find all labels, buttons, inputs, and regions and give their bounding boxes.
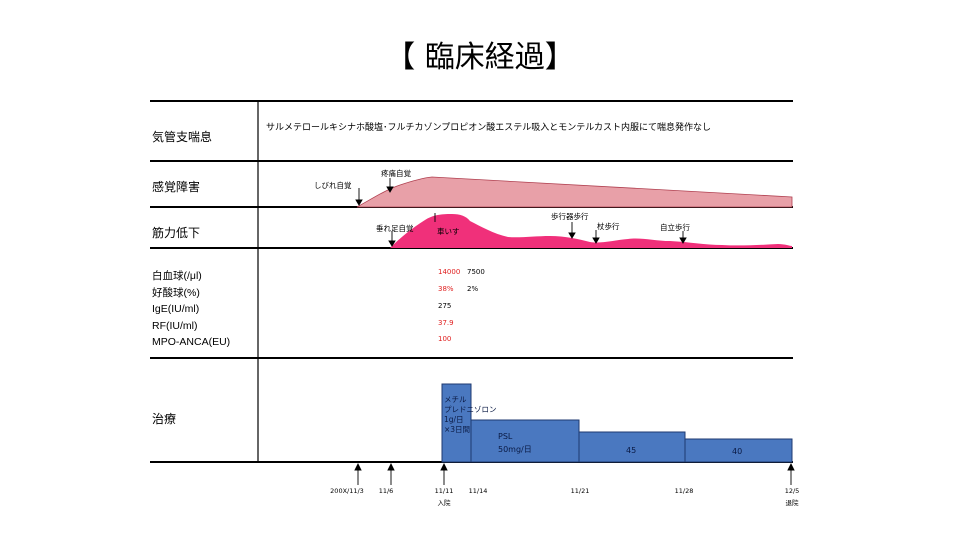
pulse-line-1: メチル (444, 395, 467, 404)
psl-50-bar (470, 419, 580, 463)
psl-dose: 50mg/日 (498, 445, 532, 454)
row-label-weakness: 筋力低下 (152, 226, 201, 240)
lab-label-eosinophil: 好酸球(%) (152, 286, 200, 299)
psl-45-bar (578, 431, 686, 463)
pain-arrowhead (386, 186, 394, 193)
lab-value-wbc-2: 7500 (467, 268, 485, 276)
timeline-label-1103: 200X/11/3 (330, 487, 364, 495)
timeline-label-1111: 11/11 (434, 487, 454, 495)
weakness-event-arrows (388, 213, 687, 247)
row-label-asthma: 気管支喘息 (152, 130, 213, 144)
numbness-arrowhead (355, 199, 363, 206)
psl-text: PSL 50mg/日 (498, 430, 532, 456)
lab-value-eosinophil-2: 2% (467, 285, 479, 293)
lab-value-eosinophil-1: 38% (438, 285, 454, 293)
numbness-label: しびれ自覚 (314, 181, 352, 190)
timeline-arrowhead-1106 (387, 462, 395, 471)
pulse-line-2: プレドニゾロン (444, 405, 497, 414)
page-title: 【 臨床経過】 (385, 40, 575, 75)
timeline-arrowhead-1103 (354, 462, 362, 471)
asthma-course-text: サルメテロールキシナホ酸塩･フルチカゾンプロピオン酸エステル吸入とモンテルカスト… (266, 123, 711, 133)
independent-label: 自立歩行 (660, 223, 690, 232)
lab-value-rf-1: 37.9 (438, 319, 454, 327)
timeline-label-1121: 11/21 (570, 487, 590, 495)
timeline-label-1128: 11/28 (674, 487, 694, 495)
sensory-disturbance-area (356, 176, 793, 208)
independent-arrowhead (679, 237, 687, 244)
pulse-line-3: 1g/日 (444, 415, 464, 424)
lab-label-ige: IgE(IU/ml) (152, 303, 200, 315)
drop-foot-arrowhead (388, 240, 396, 247)
dose-45-label: 45 (626, 446, 637, 455)
pulse-therapy-text: メチル プレドニゾロン 1g/日 ×3日間 (444, 395, 497, 435)
psl-label: PSL (498, 432, 513, 441)
wheelchair-label: 車いす (437, 227, 460, 236)
pain-label: 疼痛自覚 (381, 169, 411, 178)
walker-label: 歩行器歩行 (551, 212, 589, 221)
timeline-arrows (354, 462, 795, 485)
walker-arrowhead (568, 232, 576, 239)
dose-40-label: 40 (732, 447, 743, 456)
lab-label-mpo-anca: MPO-ANCA(EU) (152, 336, 231, 348)
lab-value-wbc-1: 14000 (438, 268, 461, 276)
lab-value-mpo-anca-1: 100 (438, 335, 452, 343)
timeline-arrowhead-1111 (440, 462, 448, 471)
psl-40-bar (684, 438, 793, 463)
timeline-label-1114: 11/14 (468, 487, 488, 495)
timeline-label-1106: 11/6 (378, 487, 394, 495)
timeline-label-1205: 12/5 (784, 487, 800, 495)
lab-label-wbc: 白血球(/μl) (152, 270, 202, 282)
timeline-arrowhead-1205 (787, 462, 795, 471)
cane-arrowhead (592, 237, 600, 244)
pulse-therapy-bar (441, 383, 472, 463)
pulse-line-4: ×3日間 (444, 425, 471, 434)
lab-value-ige-1: 275 (438, 302, 452, 310)
lab-label-rf: RF(IU/ml) (152, 319, 198, 332)
row-label-treatment: 治療 (152, 412, 177, 426)
row-label-sensory: 感覚障害 (152, 180, 201, 194)
sensory-event-arrows (355, 178, 394, 206)
muscle-weakness-area (390, 214, 792, 248)
lab-labels: 白血球(/μl) 好酸球(%) IgE(IU/ml) RF(IU/ml) MPO… (152, 268, 230, 351)
drop-foot-label: 垂れ足自覚 (376, 224, 414, 233)
admission-label: 入院 (437, 499, 451, 507)
cane-label: 杖歩行 (597, 222, 620, 231)
discharge-label: 退院 (785, 499, 799, 507)
treatment-bars (441, 383, 793, 463)
